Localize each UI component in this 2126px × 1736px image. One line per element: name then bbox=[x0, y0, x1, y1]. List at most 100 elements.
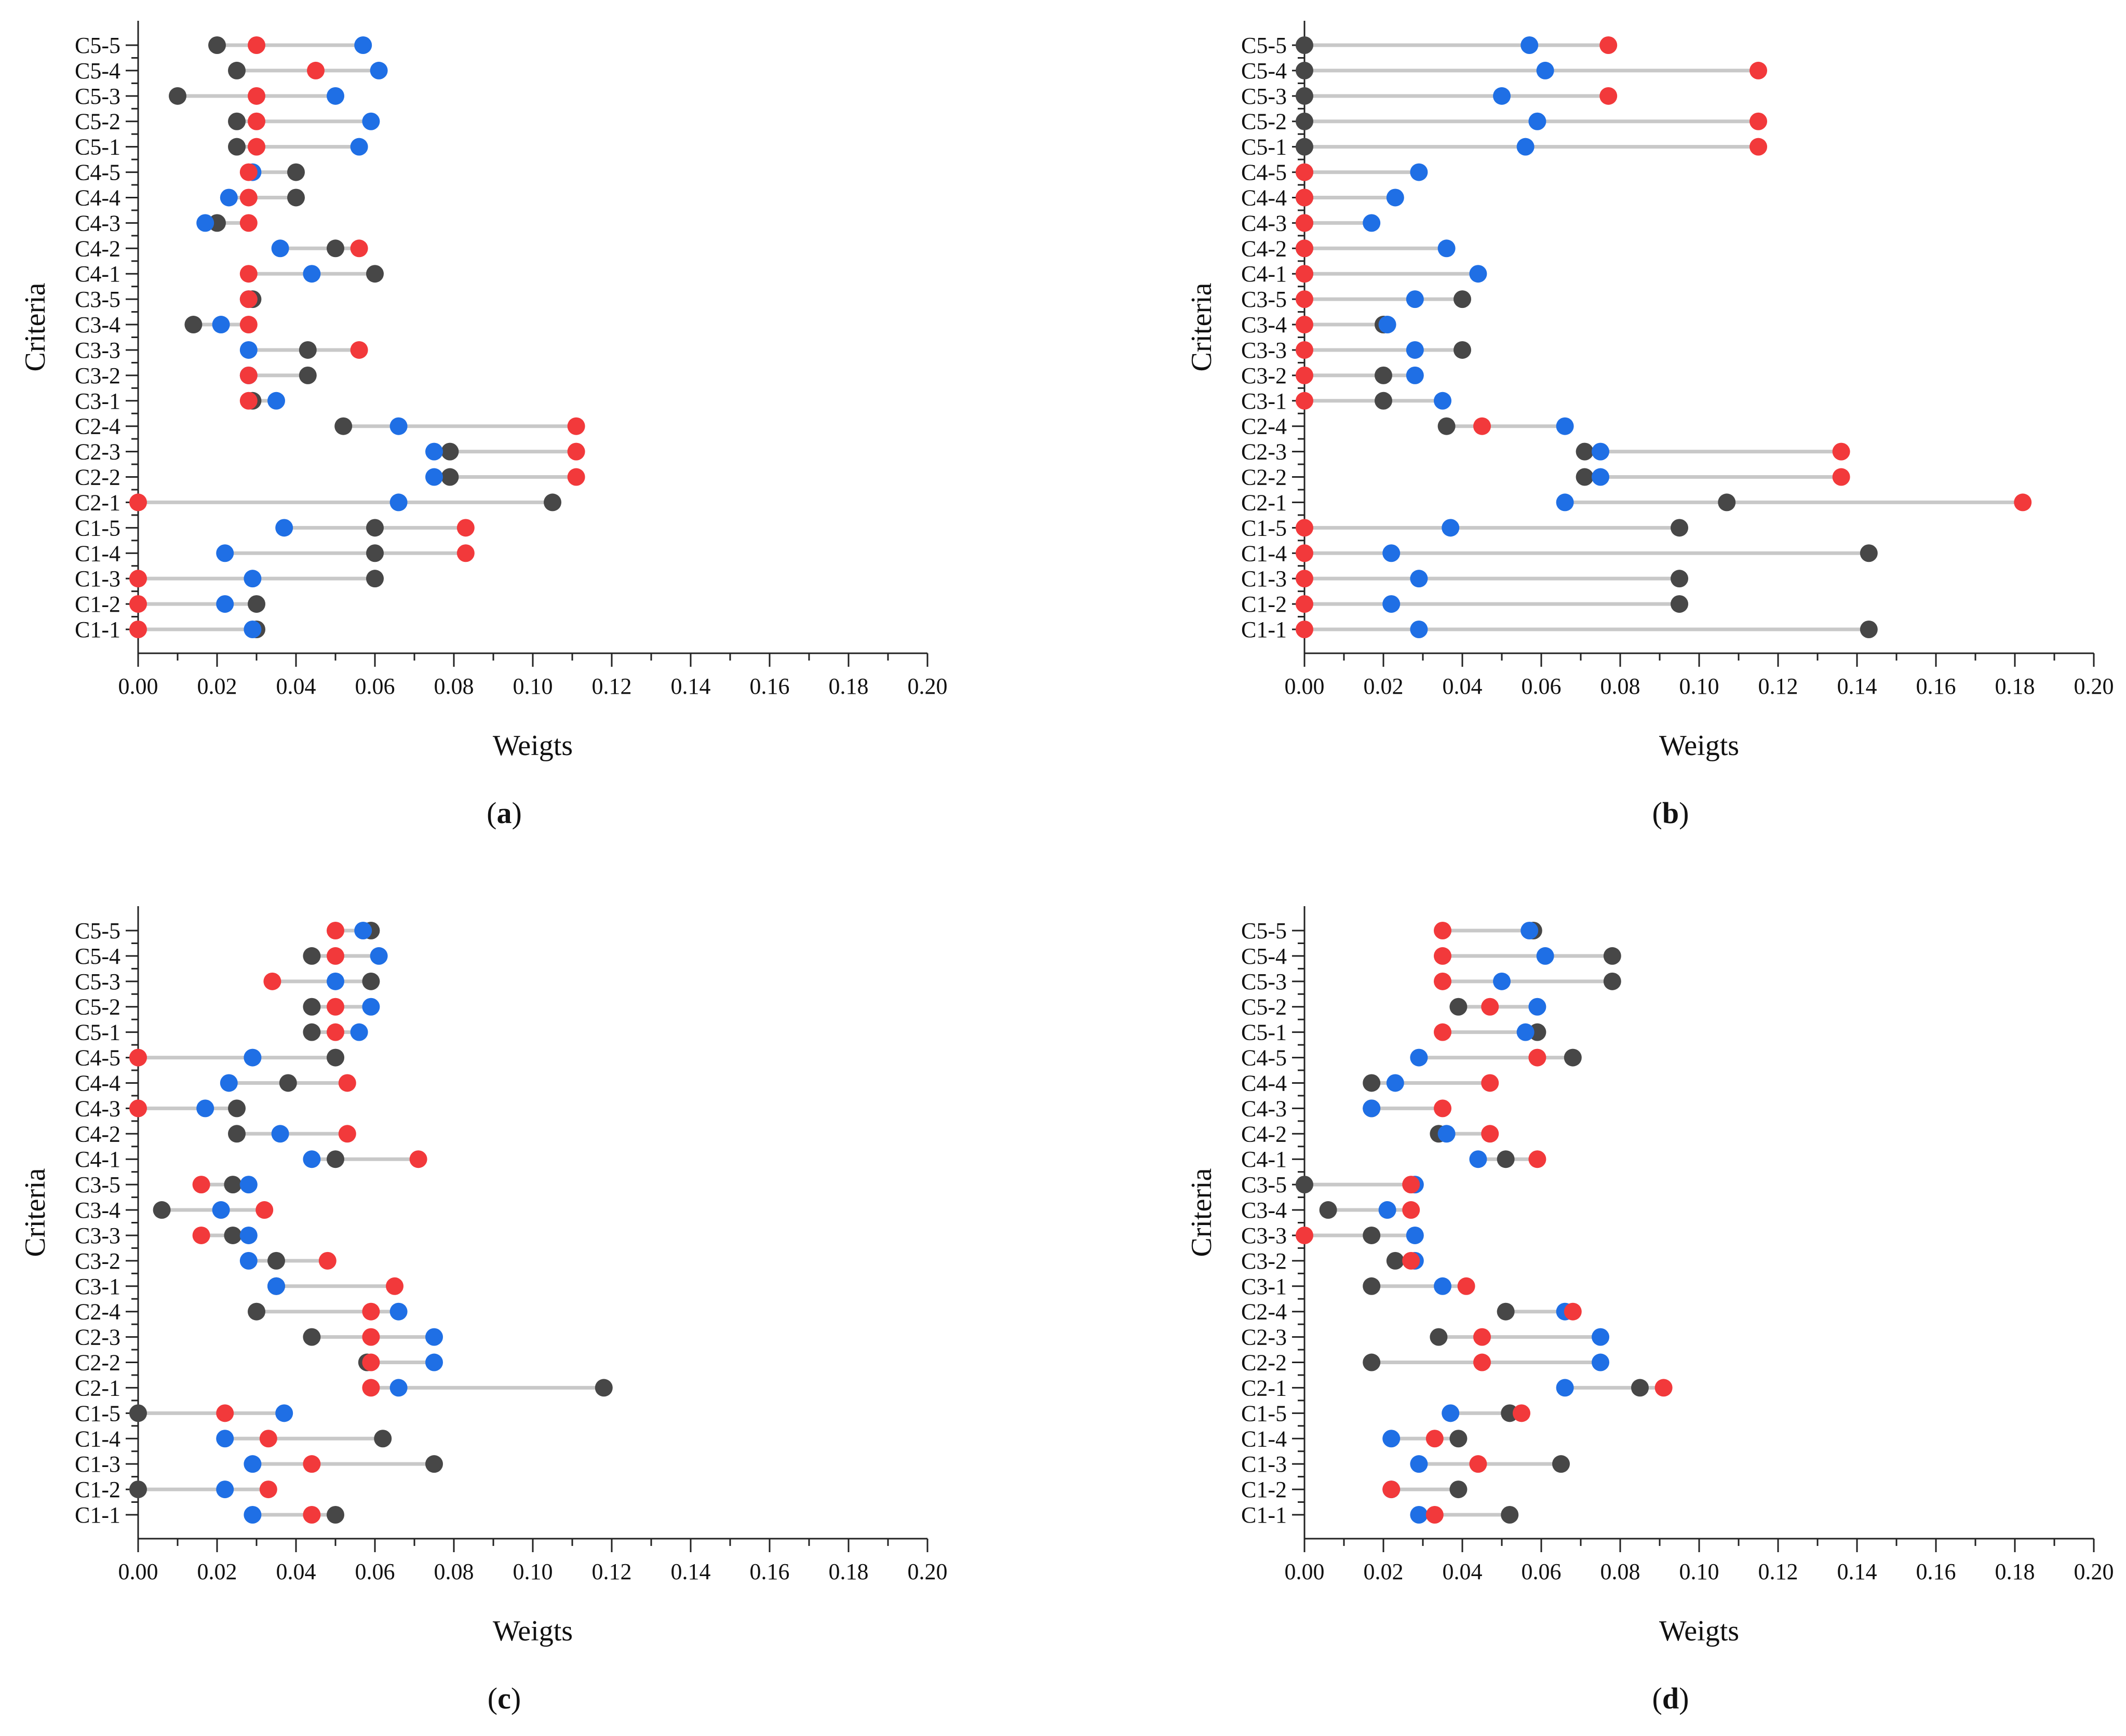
data-point-dark bbox=[1564, 1048, 1582, 1067]
data-point-red bbox=[216, 1404, 234, 1422]
data-point-dark bbox=[1449, 998, 1468, 1016]
data-point-dark bbox=[129, 1481, 147, 1499]
x-tick-label: 0.12 bbox=[592, 1559, 632, 1584]
data-point-dark bbox=[366, 544, 384, 562]
y-tick-label: C3-1 bbox=[1241, 1274, 1287, 1299]
data-point-blue bbox=[425, 1353, 443, 1371]
data-point-dark bbox=[303, 998, 321, 1016]
x-tick-label: 0.20 bbox=[908, 1559, 948, 1584]
x-tick-label: 0.06 bbox=[1522, 1559, 1562, 1584]
x-tick-label: 0.20 bbox=[2074, 674, 2114, 699]
data-point-red bbox=[1296, 392, 1313, 410]
x-tick-label: 0.18 bbox=[1995, 674, 2035, 699]
data-point-blue bbox=[350, 1023, 368, 1041]
y-tick-label: C1-3 bbox=[1241, 1451, 1287, 1477]
y-tick-label: C1-4 bbox=[1241, 1426, 1287, 1451]
y-tick-label: C1-1 bbox=[1241, 1502, 1287, 1528]
data-point-dark bbox=[169, 87, 186, 105]
data-point-red bbox=[567, 468, 585, 486]
data-point-blue bbox=[275, 519, 293, 537]
data-point-dark bbox=[544, 493, 561, 512]
data-point-dark bbox=[1296, 138, 1313, 156]
data-point-red bbox=[303, 1455, 321, 1473]
data-point-red bbox=[129, 1099, 147, 1118]
data-point-red bbox=[1457, 1277, 1475, 1295]
y-tick-label: C1-2 bbox=[75, 1477, 120, 1502]
y-tick-label: C3-2 bbox=[75, 1248, 120, 1274]
data-point-blue bbox=[1382, 1430, 1401, 1448]
data-point-red bbox=[1296, 290, 1313, 308]
y-tick-label: C5-3 bbox=[1241, 969, 1287, 994]
x-tick-label: 0.16 bbox=[750, 674, 790, 699]
data-point-dark bbox=[1497, 1150, 1515, 1168]
data-point-blue bbox=[239, 1251, 258, 1270]
y-tick-label: C3-4 bbox=[1241, 1197, 1287, 1223]
y-tick-label: C5-5 bbox=[1241, 33, 1287, 58]
y-tick-label: C2-3 bbox=[75, 1325, 120, 1350]
data-point-blue bbox=[354, 922, 372, 939]
x-tick-label: 0.20 bbox=[908, 674, 948, 699]
data-point-dark bbox=[1501, 1506, 1519, 1524]
data-point-dark bbox=[1375, 366, 1392, 384]
data-point-red bbox=[1296, 239, 1313, 258]
y-tick-label: C2-3 bbox=[1241, 439, 1287, 465]
data-point-red bbox=[1473, 1328, 1491, 1346]
y-tick-label: C1-3 bbox=[75, 566, 120, 591]
data-point-blue bbox=[220, 189, 238, 207]
data-point-dark bbox=[1603, 972, 1621, 990]
data-point-dark bbox=[441, 468, 459, 486]
data-point-red bbox=[1296, 519, 1313, 537]
x-tick-label: 0.08 bbox=[434, 1559, 474, 1584]
data-point-blue bbox=[1437, 1125, 1456, 1143]
x-tick-label: 0.00 bbox=[1285, 1559, 1325, 1584]
data-point-blue bbox=[389, 417, 408, 435]
data-point-red bbox=[1296, 544, 1313, 562]
data-point-blue bbox=[239, 341, 258, 359]
x-tick-label: 0.02 bbox=[1364, 674, 1404, 699]
data-point-dark bbox=[224, 1226, 242, 1244]
caption-letter: d bbox=[1662, 1681, 1679, 1715]
data-point-dark bbox=[1497, 1302, 1515, 1321]
x-tick-label: 0.04 bbox=[276, 1559, 316, 1584]
data-point-red bbox=[1481, 998, 1499, 1016]
y-tick-label: C3-5 bbox=[1241, 1172, 1287, 1197]
x-tick-label: 0.10 bbox=[513, 674, 553, 699]
data-point-dark bbox=[1363, 1226, 1381, 1244]
data-point-dark bbox=[1671, 595, 1688, 613]
data-point-blue bbox=[216, 595, 234, 613]
data-point-red bbox=[350, 341, 368, 359]
data-point-red bbox=[1434, 972, 1451, 990]
data-point-blue bbox=[1536, 61, 1554, 79]
y-tick-label: C5-2 bbox=[75, 109, 120, 134]
data-point-blue bbox=[244, 621, 262, 638]
data-point-red bbox=[192, 1226, 210, 1244]
x-tick-label: 0.18 bbox=[1995, 1559, 2035, 1584]
data-point-blue bbox=[271, 239, 289, 258]
y-tick-label: C3-1 bbox=[75, 1274, 120, 1299]
data-point-red bbox=[239, 392, 258, 410]
data-point-dark bbox=[1576, 442, 1594, 461]
data-point-blue bbox=[303, 1150, 321, 1168]
data-point-red bbox=[248, 138, 265, 156]
y-axis-title: Criteria bbox=[1186, 282, 1218, 371]
panel-caption: (a) bbox=[487, 796, 522, 830]
y-tick-label: C1-2 bbox=[75, 591, 120, 617]
x-tick-label: 0.02 bbox=[1364, 1559, 1404, 1584]
data-point-dark bbox=[366, 570, 384, 588]
data-point-blue bbox=[1386, 1074, 1404, 1092]
x-tick-label: 0.00 bbox=[118, 1559, 158, 1584]
x-tick-label: 0.08 bbox=[434, 674, 474, 699]
data-point-blue bbox=[1528, 998, 1546, 1016]
data-point-red bbox=[1296, 341, 1313, 359]
data-point-blue bbox=[1382, 595, 1401, 613]
data-point-dark bbox=[374, 1430, 392, 1448]
x-axis-title: Weigts bbox=[493, 730, 573, 762]
x-tick-label: 0.18 bbox=[829, 674, 869, 699]
y-tick-label: C1-5 bbox=[1241, 515, 1287, 541]
data-point-dark bbox=[425, 1455, 443, 1473]
caption-paren-close: ) bbox=[512, 796, 522, 830]
y-tick-label: C3-5 bbox=[75, 1172, 120, 1197]
data-point-blue bbox=[1592, 1353, 1609, 1371]
data-point-red bbox=[362, 1379, 380, 1397]
data-point-red bbox=[192, 1176, 210, 1194]
